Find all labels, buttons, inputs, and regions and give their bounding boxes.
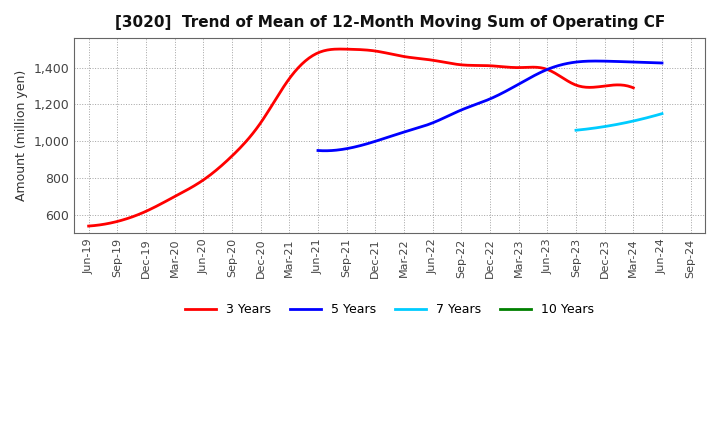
7 Years (572, 128, 580, 133)
Line: 3 Years: 3 Years (89, 49, 634, 226)
5 Years (606, 59, 615, 64)
3 Years (629, 85, 638, 91)
3 Years (408, 55, 417, 60)
Y-axis label: Amount (million yen): Amount (million yen) (15, 70, 28, 202)
7 Years (623, 120, 631, 125)
Legend: 3 Years, 5 Years, 7 Years, 10 Years: 3 Years, 5 Years, 7 Years, 10 Years (180, 298, 599, 321)
Line: 5 Years: 5 Years (318, 61, 662, 151)
5 Years (657, 60, 666, 66)
7 Years (623, 120, 631, 125)
5 Years (518, 79, 527, 84)
3 Years (86, 223, 95, 228)
5 Years (320, 148, 329, 154)
Title: [3020]  Trend of Mean of 12-Month Moving Sum of Operating CF: [3020] Trend of Mean of 12-Month Moving … (114, 15, 665, 30)
Line: 7 Years: 7 Years (576, 114, 662, 130)
5 Years (526, 75, 534, 81)
7 Years (572, 128, 580, 133)
3 Years (84, 224, 93, 229)
3 Years (420, 56, 428, 62)
5 Years (628, 59, 636, 65)
5 Years (315, 148, 323, 153)
3 Years (545, 68, 554, 73)
5 Years (520, 79, 528, 84)
7 Years (644, 115, 653, 120)
5 Years (314, 148, 323, 153)
3 Years (580, 84, 588, 90)
5 Years (592, 59, 600, 64)
7 Years (657, 111, 666, 116)
3 Years (336, 46, 344, 51)
7 Years (649, 113, 658, 118)
3 Years (410, 55, 419, 61)
7 Years (624, 119, 633, 125)
